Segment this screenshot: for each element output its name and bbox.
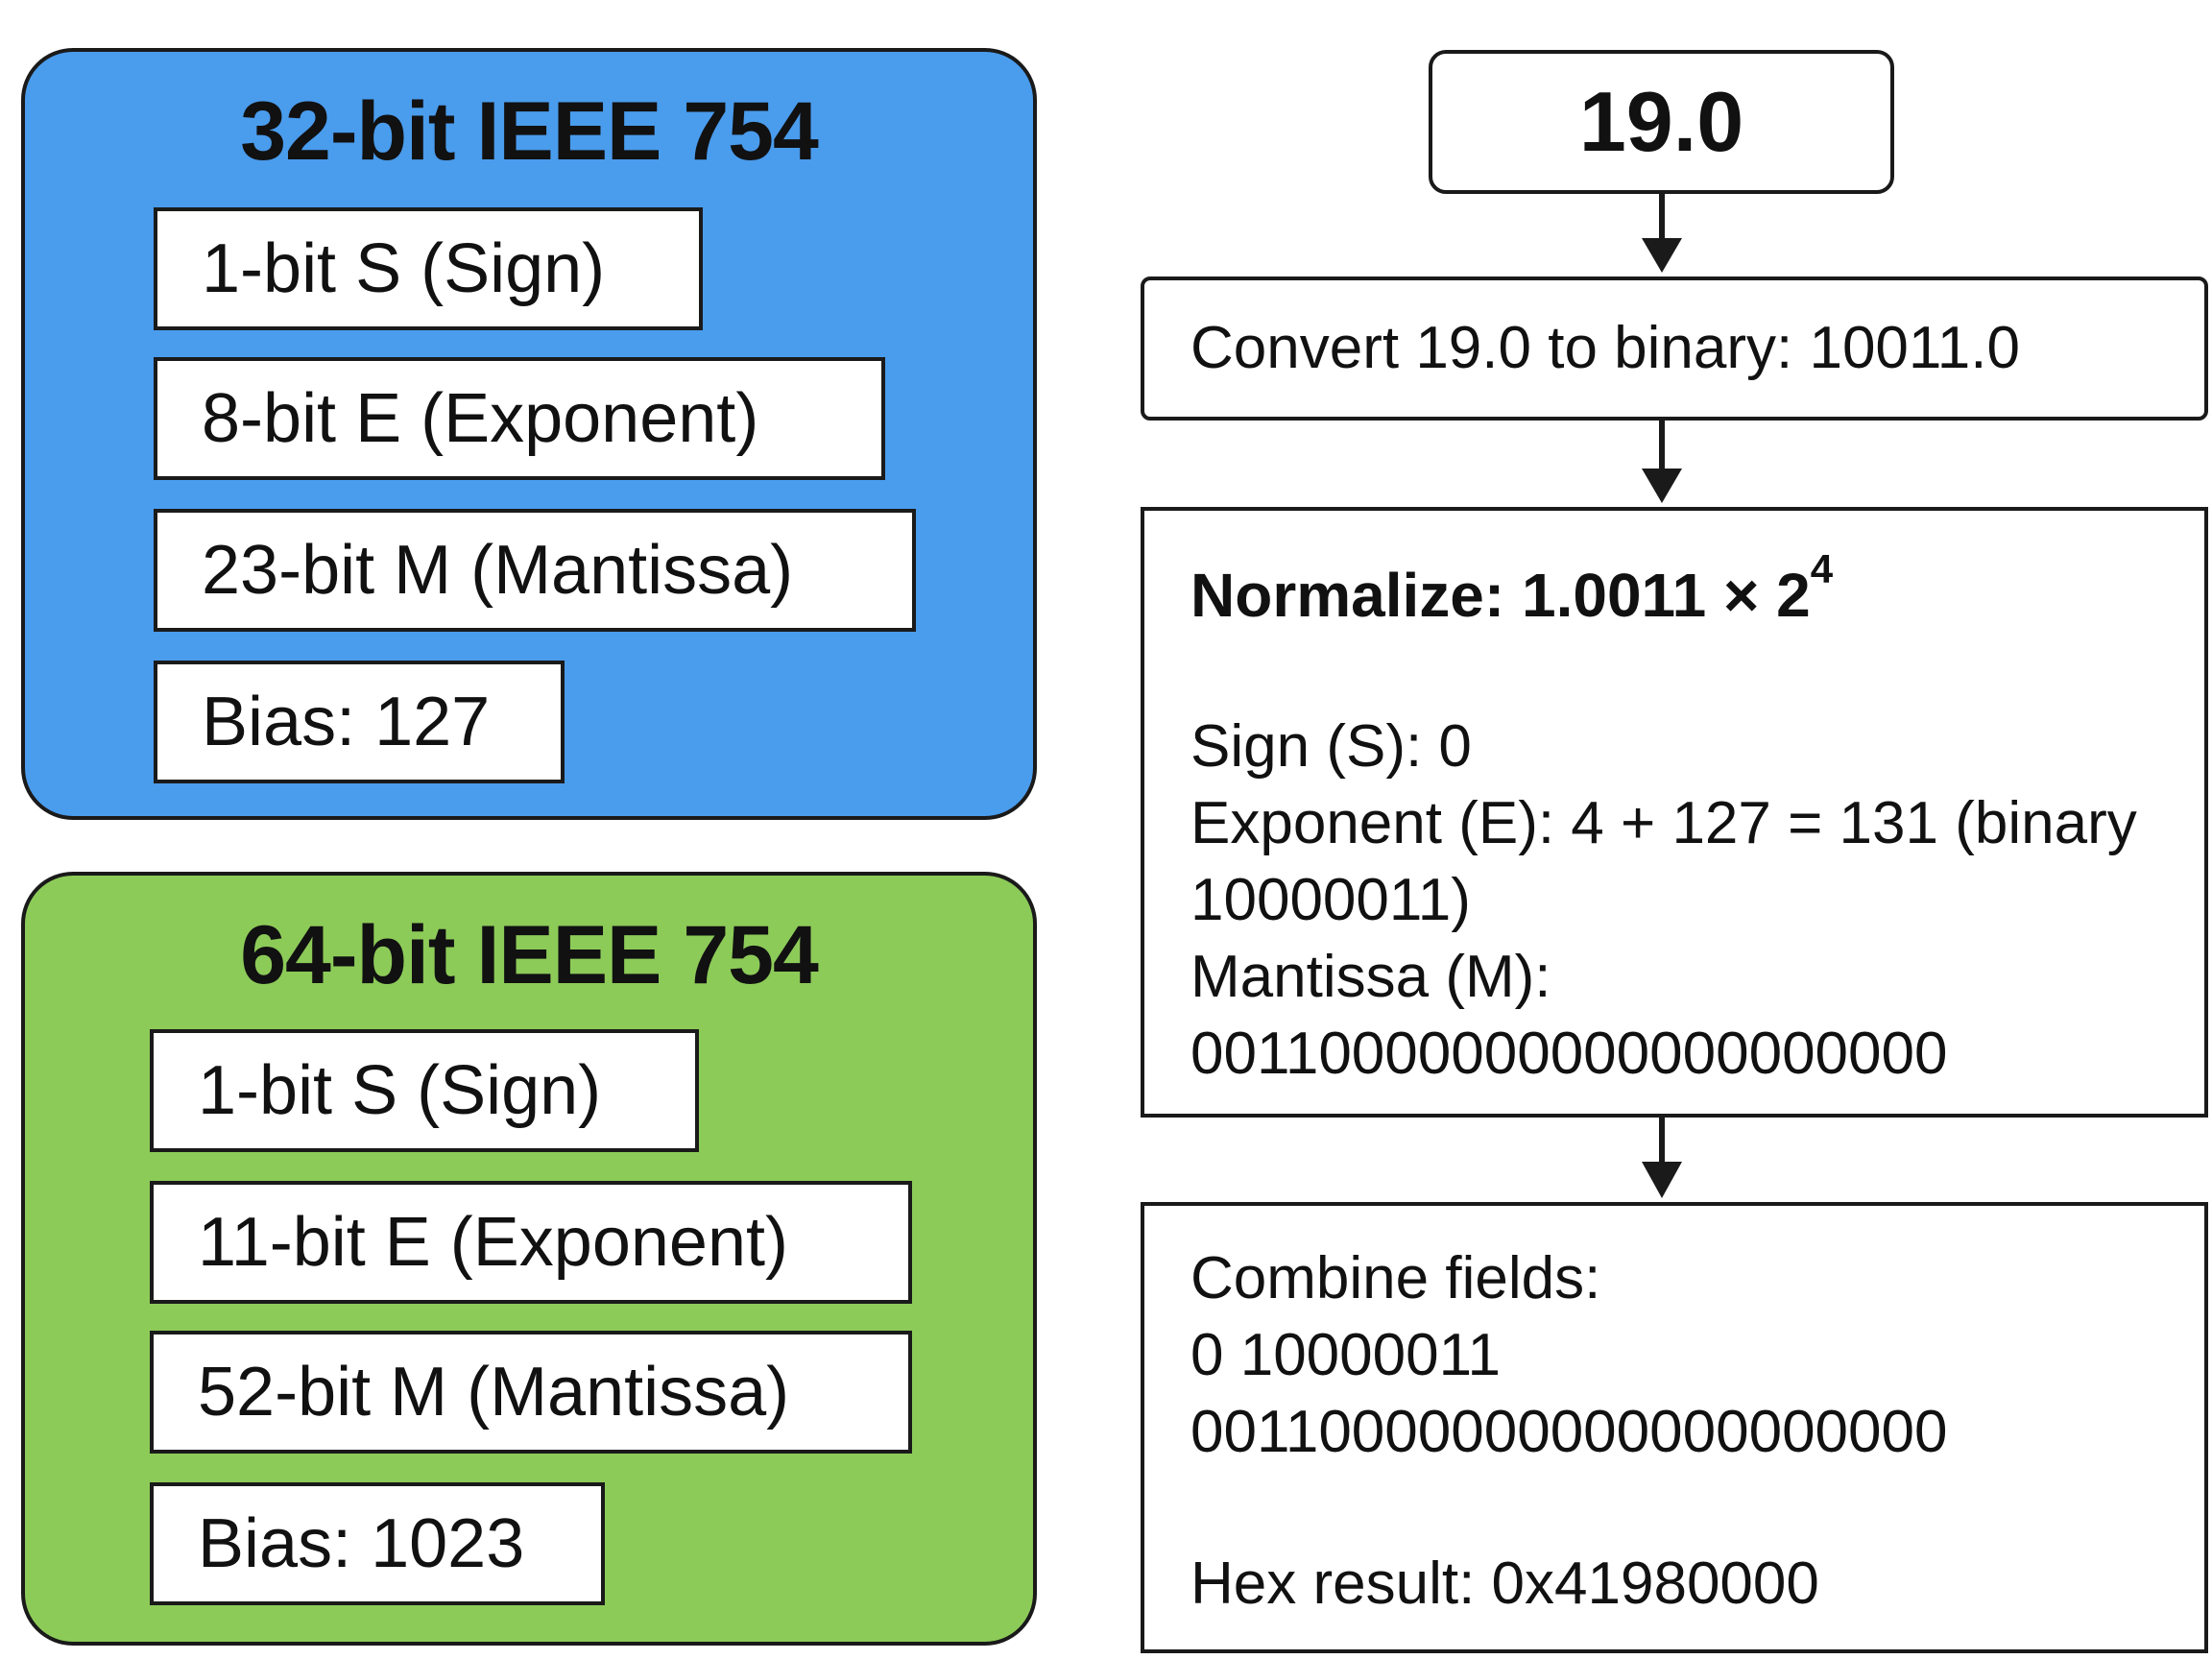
normalize-exponent: 4	[1810, 546, 1834, 591]
input-value: 19.0	[1578, 74, 1744, 170]
float32-mantissa-field: 23-bit M (Mantissa)	[154, 509, 916, 632]
float64-title: 64-bit IEEE 754	[240, 909, 819, 1001]
combine-label: Combine fields:	[1190, 1245, 1601, 1311]
float32-bias-field: Bias: 127	[154, 661, 565, 783]
convert-step-text: Convert 19.0 to binary: 10011.0	[1190, 314, 2020, 381]
normalize-heading: Normalize: 1.0011 × 24	[1190, 549, 2185, 634]
mantissa-label: Mantissa (M):	[1190, 944, 1551, 1010]
combine-line-1: 0 10000011	[1190, 1322, 1501, 1388]
float32-exponent-field: 8-bit E (Exponent)	[154, 357, 885, 480]
arrow-convert-to-normalize	[1642, 421, 1682, 503]
arrow-normalize-to-combine	[1642, 1118, 1682, 1198]
float32-title: 32-bit IEEE 754	[240, 85, 819, 178]
normalize-step-box: Normalize: 1.0011 × 24 Sign (S): 0 Expon…	[1141, 507, 2208, 1118]
combine-line-2: 00110000000000000000000	[1190, 1399, 1948, 1465]
input-value-box: 19.0	[1429, 50, 1894, 194]
arrow-input-to-convert	[1642, 194, 1682, 273]
float64-mantissa-field: 52-bit M (Mantissa)	[150, 1331, 912, 1454]
exponent-line-2: 10000011)	[1190, 867, 1471, 933]
hex-result: Hex result: 0x41980000	[1190, 1551, 1819, 1617]
combine-step-box: Combine fields: 0 10000011 0011000000000…	[1141, 1202, 2208, 1653]
convert-step-box: Convert 19.0 to binary: 10011.0	[1141, 276, 2208, 421]
normalize-heading-text: Normalize: 1.0011 × 2	[1190, 561, 1811, 630]
float64-exponent-field: 11-bit E (Exponent)	[150, 1181, 912, 1304]
mantissa-value: 00110000000000000000000	[1190, 1021, 1948, 1087]
float64-bias-field: Bias: 1023	[150, 1482, 605, 1605]
float32-sign-field: 1-bit S (Sign)	[154, 207, 703, 330]
exponent-line-1: Exponent (E): 4 + 127 = 131 (binary	[1190, 790, 2137, 856]
sign-line: Sign (S): 0	[1190, 713, 1472, 780]
float64-sign-field: 1-bit S (Sign)	[150, 1029, 699, 1152]
